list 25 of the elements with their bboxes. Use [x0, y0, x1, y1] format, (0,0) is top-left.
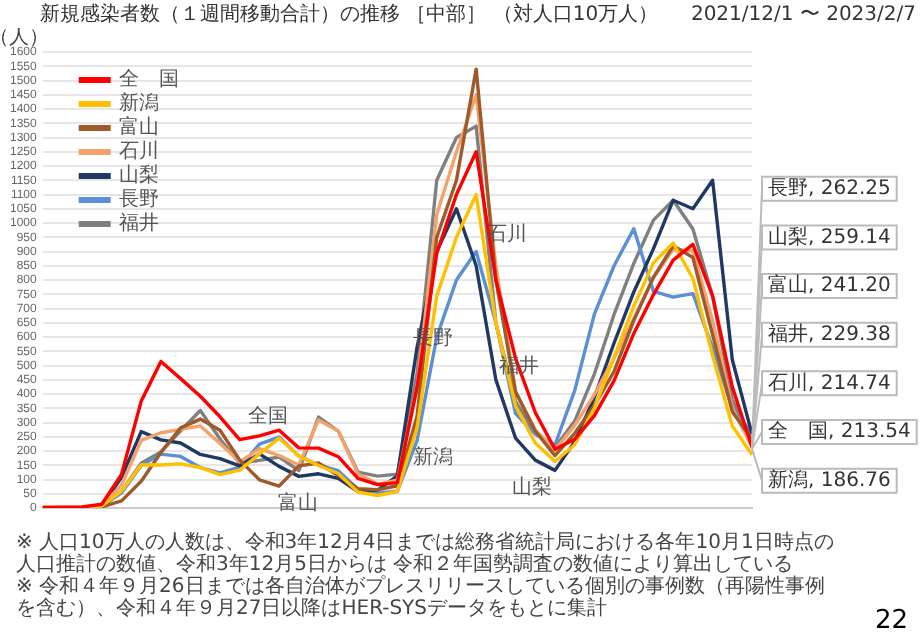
annotation: 山梨: [512, 474, 553, 499]
legend-label: 新潟: [118, 91, 159, 116]
annotation: 福井: [499, 353, 540, 378]
text: 新潟, 186.76: [768, 467, 891, 492]
legend-label: 富山: [118, 115, 159, 140]
y-axis-title: （人）: [0, 27, 49, 50]
text: 長野, 262.25: [768, 177, 891, 200]
text: 福井, 229.38: [768, 321, 891, 346]
legend-label: 長野: [118, 189, 159, 212]
text: ※ 人口10万人の人数は、令和3年12月4日までは総務省統計局における各年10月1日時点の人口推計の数値、令和3年12月5日からは 令和２年国勢調査の数値により算出している: [16, 532, 836, 576]
text: ※ 令和４年９月26日までは各自治体がプレスリリースしている個別の事例数（再陽性事例を含む）、令和４年９月27日以降はHER-SYSデータをもとに集計: [16, 576, 827, 620]
annotation: 全国: [248, 403, 289, 428]
text: 2021/12/1 〜 2023/2/7: [690, 2, 916, 28]
chart-title: 新規感染者数（１週間移動合計）の推移 ［中部］ （対人口10万人）: [40, 1, 659, 28]
text: 石川, 214.74: [768, 370, 891, 395]
annotation: 新潟: [412, 445, 453, 470]
text: 22: [874, 606, 908, 636]
text: 全 国, 213.54: [768, 419, 911, 444]
legend-label: 石川: [118, 139, 159, 164]
legend-label: 山梨: [118, 163, 159, 188]
text: 山梨, 259.14: [768, 224, 891, 249]
annotation: 富山: [278, 490, 319, 515]
text: 富山, 241.20: [768, 273, 891, 298]
legend-label: 全 国: [118, 67, 179, 92]
legend-label: 福井: [118, 211, 159, 236]
